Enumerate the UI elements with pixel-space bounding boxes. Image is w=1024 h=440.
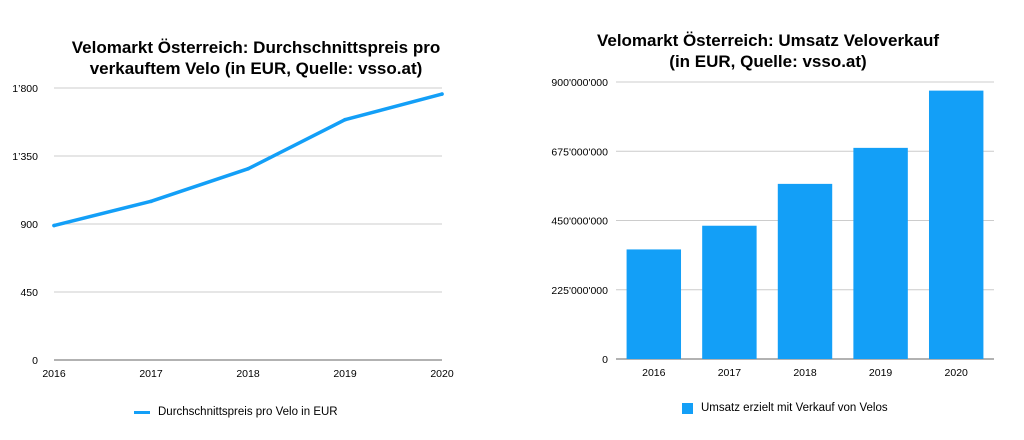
- bar-chart-y-tick-label: 675'000'000: [551, 146, 608, 158]
- bar-chart-x-tick-label: 2016: [642, 367, 666, 379]
- bar-chart-x-tick-label: 2019: [869, 367, 893, 379]
- bar-chart-x-tick-label: 2018: [793, 367, 817, 379]
- bar-chart-legend-swatch: [682, 402, 693, 414]
- bar-chart: Velomarkt Österreich: Umsatz Veloverkauf…: [512, 0, 1024, 440]
- bar-chart-x-tick-label: 2020: [945, 367, 969, 379]
- line-chart-title-line-1: Velomarkt Österreich: Durchschnittspreis…: [71, 38, 441, 57]
- bar-chart-y-tick-label: 900'000'000: [551, 77, 608, 89]
- line-chart-title-line-2: verkauftem Velo (in EUR, Quelle: vsso.at…: [89, 59, 423, 78]
- bar-chart-y-tick-label: 450'000'000: [551, 216, 608, 228]
- line-chart-title: Velomarkt Österreich: Durchschnittspreis…: [0, 37, 512, 79]
- line-chart-x-tick-label: 2017: [139, 368, 163, 380]
- line-chart-x-tick-label: 2019: [333, 368, 357, 380]
- bar-chart-x-tick-label: 2017: [718, 367, 742, 379]
- bar-chart-y-tick-label: 0: [602, 354, 608, 366]
- line-chart-plot: 0 450 900 1’350 1’800 2016 2017 2018 2019 2020: [12, 83, 454, 380]
- line-chart-data-point: [246, 167, 250, 171]
- bar-chart-legend-label: Umsatz erzielt mit Verkauf von Velos: [701, 402, 888, 414]
- line-chart-y-tick-label: 0: [32, 355, 38, 367]
- line-chart-legend-swatch: [134, 410, 150, 414]
- line-chart-data-point: [440, 92, 444, 96]
- line-chart-x-tick-label: 2016: [42, 368, 66, 380]
- line-chart-data-point: [343, 117, 347, 122]
- bar-chart-legend: Umsatz erzielt mit Verkauf von Velos: [682, 402, 888, 414]
- line-chart-series-line: [52, 92, 444, 228]
- bar-chart-title-line-2: (in EUR, Quelle: vsso.at): [669, 52, 867, 71]
- line-chart-y-tick-label: 1’350: [12, 151, 38, 163]
- bar-chart-bar: [702, 225, 757, 359]
- line-chart-x-tick-label: 2018: [236, 368, 260, 380]
- bar-chart-bar: [777, 183, 833, 359]
- bar-chart-plot: 0 225'000'000 450'000'000 675'000'000 900'00…: [551, 77, 994, 379]
- bar-chart-title: Velomarkt Österreich: Umsatz Veloverkauf…: [512, 30, 1024, 72]
- bar-chart-bar: [853, 147, 908, 359]
- bar-chart-bar: [928, 90, 984, 360]
- line-chart-data-point: [149, 199, 153, 204]
- bar-chart-bar: [626, 249, 682, 359]
- line-chart-y-tick-label: 900: [20, 219, 38, 231]
- bar-chart-title-line-1: Velomarkt Österreich: Umsatz Veloverkauf: [596, 31, 940, 50]
- bar-chart-y-tick-label: 225'000'000: [551, 285, 608, 297]
- line-chart-data-point: [52, 223, 56, 228]
- line-chart-y-tick-label: 1’800: [12, 83, 38, 95]
- line-chart-x-tick-label: 2020: [430, 368, 454, 380]
- line-chart: Velomarkt Österreich: Durchschnittspreis…: [0, 37, 512, 418]
- line-chart-legend: Durchschnittspreis pro Velo in EUR: [134, 406, 338, 418]
- line-chart-legend-label: Durchschnittspreis pro Velo in EUR: [158, 406, 338, 418]
- line-chart-y-tick-label: 450: [20, 287, 38, 299]
